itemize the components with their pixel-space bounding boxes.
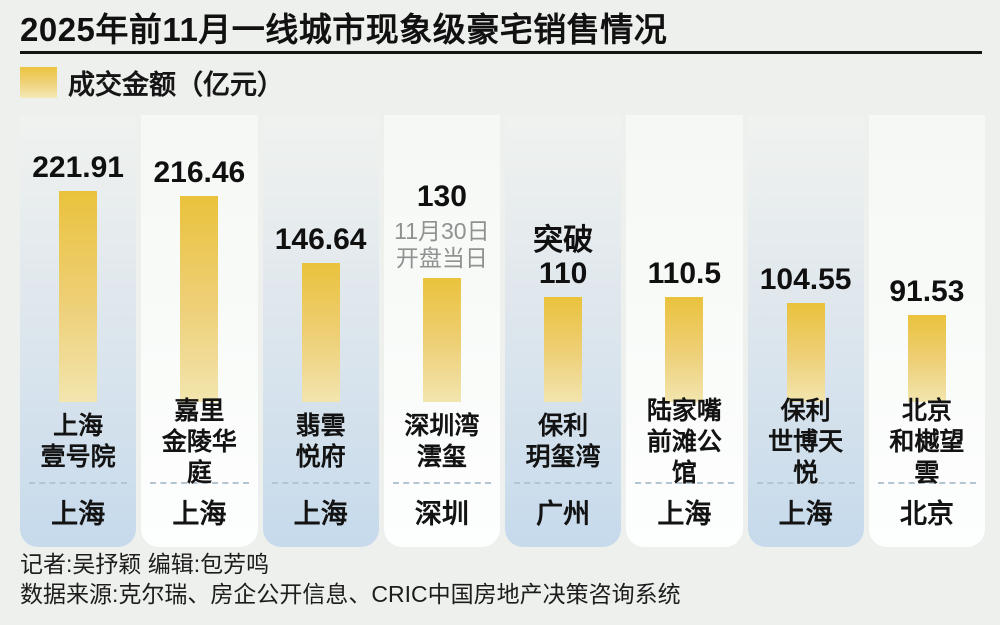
bar-value-label: 216.46: [153, 156, 246, 190]
title-underline: [20, 50, 982, 54]
bar: [786, 303, 825, 402]
bar-zone: 216.46: [141, 115, 257, 402]
city-zone: 上海: [20, 484, 136, 547]
project-column: 221.91 上海 壹号院 上海: [20, 115, 137, 547]
city-label: 上海: [778, 499, 833, 529]
data-source-line: 数据来源:克尔瑞、房企公开信息、CRIC中国房地产决策咨询系统: [20, 581, 681, 608]
bar-zone: 91.53: [869, 115, 985, 402]
project-column: 91.53 北京 和樾望雲 北京: [868, 115, 985, 547]
bar: [180, 196, 219, 402]
city-label: 上海: [51, 499, 106, 529]
bar: [544, 297, 583, 402]
bar: [665, 297, 704, 402]
page-title: 2025年前11月一线城市现象级豪宅销售情况: [20, 11, 668, 48]
name-zone: 保利 玥玺湾: [514, 402, 613, 484]
project-column: 146.64 翡雲 悦府 上海: [262, 115, 379, 547]
bar-zone: 146.64: [263, 115, 379, 402]
footer: 记者:吴抒颖 编辑:包芳鸣 数据来源:克尔瑞、房企公开信息、CRIC中国房地产决…: [20, 549, 980, 610]
project-column: 突破 110 保利 玥玺湾 广州: [505, 115, 622, 547]
bar: [59, 191, 98, 402]
city-zone: 上海: [141, 484, 257, 547]
bar-value-label: 110.5: [647, 257, 722, 291]
city-zone: 北京: [869, 484, 985, 547]
project-name: 嘉里 金陵华庭: [161, 396, 237, 487]
bar: [422, 278, 461, 402]
city-zone: 深圳: [384, 484, 500, 547]
city-zone: 上海: [626, 484, 742, 547]
project-column: 216.46 嘉里 金陵华庭 上海: [141, 115, 258, 547]
name-zone: 上海 壹号院: [29, 402, 128, 484]
city-label: 深圳: [414, 499, 469, 529]
legend: 成交金额（亿元）: [20, 66, 982, 100]
bar-value-label: 91.53: [889, 275, 965, 309]
legend-gold-swatch-icon: [20, 66, 57, 98]
bar-chart: 221.91 上海 壹号院 上海 216.46 嘉里 金陵华庭 上海 146.6…: [20, 115, 985, 547]
city-label: 广州: [536, 499, 591, 529]
bar-zone: 104.55: [748, 115, 864, 402]
project-column: 104.55 保利 世博天悦 上海: [747, 115, 864, 547]
bar: [907, 315, 946, 402]
chart-header: 2025年前11月一线城市现象级豪宅销售情况: [20, 10, 982, 54]
name-zone: 陆家嘴 前滩公馆: [635, 397, 734, 487]
bar-zone: 221.91: [20, 115, 136, 402]
project-column: 110.5 陆家嘴 前滩公馆 上海: [626, 115, 743, 547]
bar-value-label: 突破 110: [533, 223, 594, 291]
city-zone: 上海: [748, 484, 864, 547]
name-zone: 深圳湾 澐玺: [392, 402, 491, 484]
project-column: 130 11月30日 开盘当日 深圳湾 澐玺 深圳: [383, 115, 500, 547]
project-name: 陆家嘴 前滩公馆: [646, 396, 722, 487]
bar-zone: 110.5: [626, 115, 742, 402]
city-zone: 广州: [505, 484, 621, 547]
city-zone: 上海: [263, 484, 379, 547]
name-zone: 翡雲 悦府: [271, 402, 370, 484]
bar-zone: 突破 110: [505, 115, 621, 402]
bar-note-label: 11月30日 开盘当日: [394, 217, 490, 271]
city-label: 上海: [172, 499, 227, 529]
bar-value-label: 146.64: [274, 223, 367, 257]
bar-zone: 130 11月30日 开盘当日: [384, 115, 500, 402]
name-zone: 保利 世博天悦: [756, 397, 855, 487]
bar-value-label: 130: [416, 180, 467, 214]
project-name: 深圳湾 澐玺: [404, 412, 480, 471]
city-label: 上海: [293, 499, 348, 529]
legend-label: 成交金额（亿元）: [68, 69, 284, 100]
name-zone: 嘉里 金陵华庭: [150, 397, 249, 487]
city-label: 北京: [899, 499, 954, 529]
name-zone: 北京 和樾望雲: [877, 397, 976, 487]
credits-line: 记者:吴抒颖 编辑:包芳鸣: [20, 551, 270, 577]
city-label: 上海: [657, 499, 712, 529]
project-name: 翡雲 悦府: [295, 412, 346, 471]
project-name: 北京 和樾望雲: [889, 396, 965, 487]
bar: [301, 263, 340, 402]
project-name: 保利 世博天悦: [768, 396, 844, 487]
bar-value-label: 104.55: [759, 263, 852, 297]
project-name: 上海 壹号院: [40, 412, 116, 471]
bar-value-label: 221.91: [32, 151, 124, 185]
project-name: 保利 玥玺湾: [525, 412, 601, 471]
